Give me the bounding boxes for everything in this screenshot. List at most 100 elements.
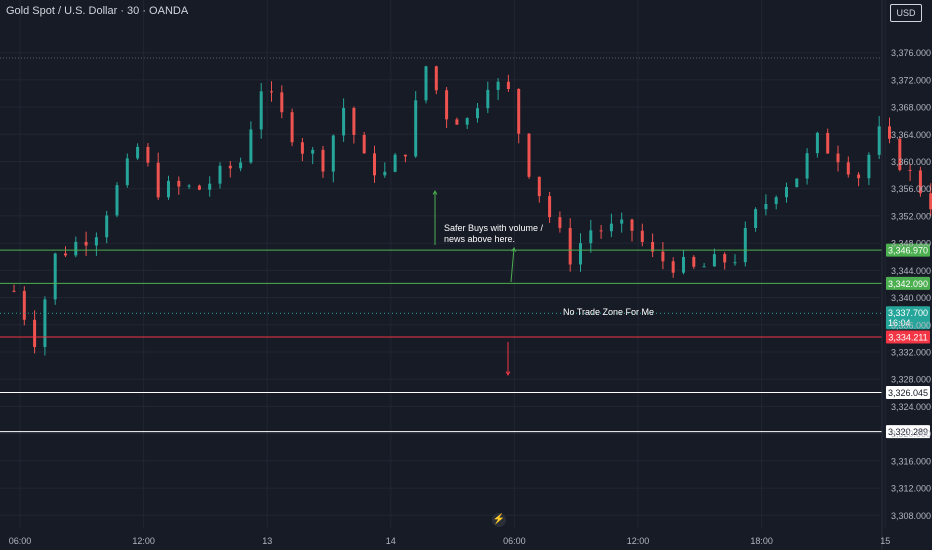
time-tick-label: 06:00 (9, 536, 32, 546)
price-tick-label: 3,372.000 (891, 75, 931, 85)
annotation-safer-buys-line1[interactable]: Safer Buys with volume / (444, 223, 544, 233)
annotation-no-trade-zone[interactable]: No Trade Zone For Me (563, 307, 654, 317)
candle-body (548, 196, 552, 218)
candle-body (918, 170, 922, 194)
candle-body (136, 146, 140, 159)
price-tick-label: 3,376.000 (891, 48, 931, 58)
candle-body (568, 228, 572, 265)
currency-button[interactable]: USD (890, 4, 922, 22)
candle-body (476, 108, 479, 119)
horizontal-levels[interactable]: 3,346.970 3,342.090 3,334.211 3,326.045 3,32… (0, 243, 930, 439)
time-tick-label: 12:00 (132, 536, 155, 546)
candle-body (620, 219, 624, 224)
candle-body (795, 178, 799, 187)
current-price-label: 3,337.700 (888, 308, 928, 318)
candle-body (671, 261, 675, 273)
candle-body (898, 138, 902, 170)
price-tick-label: 3,348.000 (891, 239, 931, 249)
candle-body (929, 193, 932, 210)
candle-body (187, 185, 191, 187)
candles (12, 65, 932, 356)
candle-body (496, 81, 500, 90)
symbol-title[interactable]: Gold Spot / U.S. Dollar · 30 · OANDA (6, 5, 189, 17)
grid (0, 0, 886, 528)
candle-body (43, 299, 47, 347)
level-price-badge (886, 425, 930, 439)
candle-body (754, 209, 758, 228)
up-arrow-icon-head (432, 189, 438, 195)
candle-body (857, 174, 861, 179)
annotation-safer-buys-line2[interactable]: news above here. (444, 234, 515, 244)
candle-body (125, 158, 129, 186)
candle-body (599, 230, 603, 232)
candle-body (434, 66, 438, 91)
candle-body (414, 100, 418, 157)
time-tick-label: 12:00 (627, 536, 650, 546)
price-tick-label: 3,316.000 (891, 456, 931, 466)
candle-body (33, 319, 37, 347)
candle-body (424, 66, 428, 101)
candle-body (94, 237, 98, 246)
candle-body (445, 90, 449, 120)
candle-body (321, 149, 325, 172)
candle-body (22, 290, 26, 320)
price-tick-label: 3,312.000 (891, 484, 931, 494)
candle-body (53, 253, 57, 300)
candle-body (877, 126, 881, 155)
candle-body (64, 253, 67, 256)
candle-body (280, 92, 284, 113)
candle-body (156, 162, 160, 198)
price-tick-label: 3,308.000 (891, 511, 931, 521)
level-price-badge (886, 276, 930, 290)
candle-body (465, 118, 469, 125)
annotations[interactable]: Safer Buys with volume /news above here.… (432, 189, 654, 377)
candle-body (383, 171, 387, 176)
candle-body (249, 129, 253, 163)
candle-body (537, 176, 541, 197)
candle-body (259, 91, 263, 130)
candle-body (311, 149, 315, 154)
candle-body (352, 107, 356, 135)
candle-body (517, 89, 521, 134)
candle-body (12, 290, 16, 292)
candle-body (589, 230, 593, 244)
time-axis[interactable]: 06:0012:00131406:0012:0018:001506:0012:0… (9, 536, 932, 546)
candle-body (228, 165, 232, 169)
level-price-label: 3,326.045 (888, 388, 928, 398)
level-price-badge (886, 386, 930, 400)
candle-body (785, 186, 788, 198)
candle-body (527, 133, 531, 177)
level-price-label: 3,346.970 (888, 246, 928, 256)
up-arrow-icon-2[interactable] (510, 247, 515, 283)
candle-body (609, 223, 613, 232)
price-tick-label: 3,368.000 (891, 103, 931, 113)
candle-body (218, 165, 222, 184)
candle-body (692, 256, 696, 267)
candle-body (403, 154, 407, 157)
level-price-badge (886, 243, 930, 257)
time-tick-label: 13 (262, 536, 272, 546)
candle-body (764, 203, 768, 210)
candle-body (651, 242, 655, 252)
candle-body (723, 254, 727, 263)
up-arrow-icon-2-head (511, 246, 517, 252)
price-tick-label: 3,320.000 (891, 429, 931, 439)
price-tick-label: 3,324.000 (891, 402, 931, 412)
time-tick-label: 14 (386, 536, 396, 546)
candle-body (342, 107, 346, 136)
candle-body (558, 217, 562, 229)
candle-body (630, 219, 634, 231)
level-price-label: 3,342.090 (888, 279, 928, 289)
candle-body (826, 132, 830, 154)
lightning-icon[interactable]: ⚡ (492, 513, 506, 527)
candle-body (393, 154, 397, 172)
candle-body (300, 142, 304, 154)
candle-body (208, 183, 212, 190)
level-price-label: 3,334.211 (888, 332, 927, 342)
level-price-label: 3,320.289 (888, 427, 928, 437)
candle-body (167, 180, 170, 198)
candle-body (486, 89, 490, 109)
price-tick-label: 3,328.000 (891, 375, 931, 385)
price-axis[interactable]: 3,376.000 3,372.000 3,368.000 3,364.000 3,36… (881, 0, 931, 550)
